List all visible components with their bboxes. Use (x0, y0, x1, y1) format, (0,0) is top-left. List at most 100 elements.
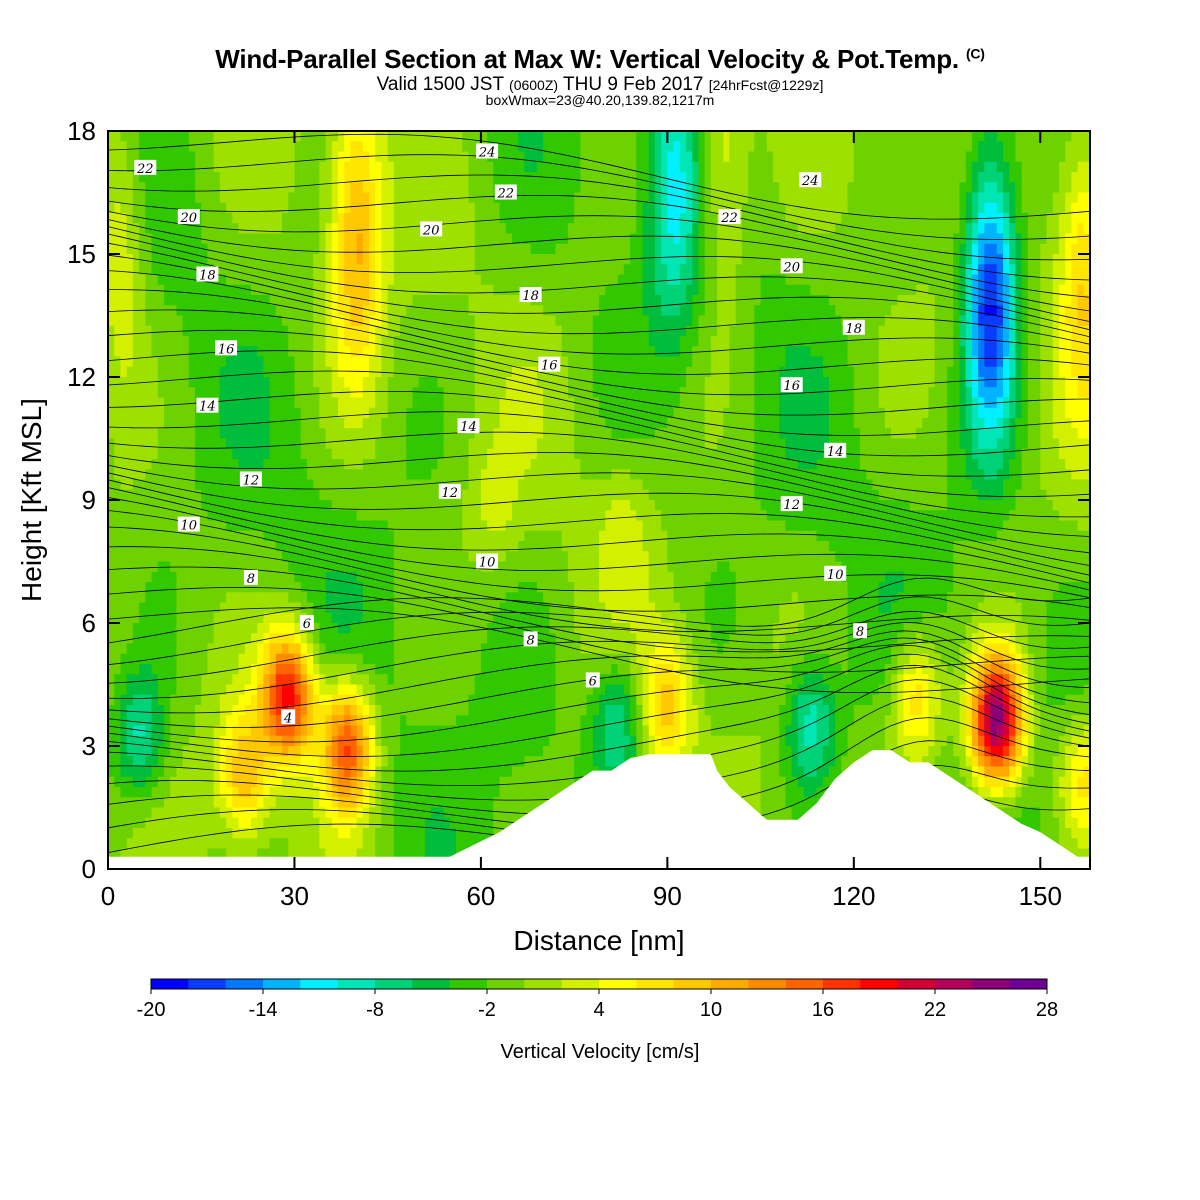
colorbar-swatch (935, 979, 973, 989)
colorbar-swatch (412, 979, 450, 989)
x-axis-label: Distance [nm] (513, 925, 684, 956)
y-tick-label: 3 (82, 731, 96, 761)
contour-label-box (476, 143, 499, 159)
theta-contour (108, 174, 1090, 261)
theta-contour (108, 479, 1090, 576)
contour-label-text: 16 (218, 342, 235, 357)
colorbar-swatch (673, 979, 712, 989)
theta-contour (108, 154, 1090, 240)
contour-label-box (239, 471, 262, 487)
contour-label: 10 (824, 565, 847, 583)
theta-contour (108, 653, 1090, 757)
contour-label: 20 (420, 221, 443, 238)
colorbar-tick-label: 22 (924, 999, 946, 1021)
contour-label-box (585, 672, 600, 688)
contour-label-text: 14 (199, 400, 216, 415)
theta-contour (108, 242, 1090, 338)
theta-contour (108, 350, 1090, 436)
valid-utc: (0600Z) (509, 77, 559, 93)
y-axis: 0 3 6 9 12 15 18 (67, 116, 1090, 884)
colorbar-swatch (561, 979, 600, 989)
contour-label-box (243, 569, 258, 585)
contour-label-text: 8 (526, 633, 534, 648)
contour-label-text: 18 (199, 269, 216, 284)
theta-contour (108, 270, 1090, 355)
contour-label-text: 6 (589, 674, 597, 689)
theta-contour (108, 226, 1090, 322)
contour-label: 14 (824, 442, 847, 460)
theta-contour (108, 644, 1090, 743)
theta-contour (108, 195, 1090, 281)
contour-label-text: 20 (180, 211, 198, 226)
copyright-mark: (C) (965, 45, 985, 62)
colorbar-swatch (487, 979, 525, 989)
y-tick-label: 18 (67, 116, 96, 146)
contour-label-box (780, 377, 803, 393)
contour-label-text: 10 (827, 568, 844, 583)
chart-title: Wind-Parallel Section at Max W: Vertical… (0, 44, 1200, 75)
contour-label-box (196, 266, 219, 282)
theta-contour (108, 487, 1090, 584)
contour-label: 24 (476, 143, 499, 161)
y-tick-label: 12 (67, 362, 96, 392)
theta-contour (108, 464, 1090, 554)
colorbar-swatch (225, 979, 264, 989)
colorbar-swatch (1009, 979, 1048, 989)
contour-label-box (780, 496, 803, 512)
y-tick-label: 0 (82, 854, 96, 884)
vertical-velocity-field (108, 131, 1090, 869)
boxwmax-line: boxWmax=23@40.20,139.82,1217m (485, 92, 715, 108)
colorbar-tick-label: -20 (137, 999, 166, 1021)
colorbar-tick-label: -14 (249, 999, 278, 1021)
contour-label-box (853, 623, 867, 639)
contour-label-box (842, 319, 865, 335)
contour-label-text: 10 (479, 556, 496, 571)
contour-label: 6 (585, 672, 600, 689)
colorbar-swatch (599, 979, 637, 989)
contour-label: 8 (243, 569, 258, 587)
theta-contour (108, 664, 1090, 772)
colorbar-swatch (151, 979, 189, 989)
theta-contour (108, 411, 1090, 498)
x-tick-label: 90 (653, 881, 682, 911)
y-tick-label: 15 (67, 239, 96, 269)
colorbar-tick-label: -8 (366, 999, 384, 1021)
contour-label-text: 20 (422, 223, 440, 238)
contour-label-text: 4 (283, 711, 292, 726)
colorbar-swatch (972, 979, 1010, 989)
theta-contour (108, 610, 1090, 684)
x-tick-label: 30 (280, 881, 309, 911)
contour-label-text: 22 (720, 211, 738, 226)
contour-label-box (718, 209, 741, 225)
contour-label-box (494, 184, 517, 200)
contour-label: 24 (799, 172, 822, 189)
contour-label-box (177, 516, 200, 532)
x-tick-label: 60 (466, 881, 495, 911)
contour-label: 22 (718, 209, 741, 226)
theta-contour (108, 596, 1090, 666)
contour-label-box (177, 209, 200, 225)
contour-label-text: 24 (801, 174, 819, 189)
colorbar-swatch (524, 979, 562, 989)
colorbar-swatch (263, 979, 301, 989)
theta-contour (108, 431, 1090, 518)
contour-label: 20 (780, 258, 803, 275)
theta-contour (108, 510, 1090, 599)
contour-label-box (538, 356, 561, 372)
contour-label: 14 (196, 397, 219, 415)
contour-label-text: 20 (782, 260, 800, 275)
contour-label-text: 18 (846, 322, 863, 337)
theta-contour (108, 497, 1090, 591)
contour-label: 16 (780, 377, 803, 394)
contour-label-box (281, 709, 296, 725)
y-axis-label: Height [Kft MSL] (16, 398, 47, 602)
contour-label-text: 22 (497, 187, 515, 202)
colorbar-swatch (860, 979, 898, 989)
colorbar-swatch (636, 979, 674, 989)
contour-label-box (420, 221, 443, 237)
contour-label: 20 (177, 209, 200, 226)
contour-labels: 22 20 18 16 14 12 10 8 6 4 24 22 20 18 16 14 12 10 8 6 24 22 2… (134, 143, 867, 726)
contour-label: 12 (780, 496, 803, 513)
valid-prefix: Valid 1500 JST (376, 74, 504, 95)
contour-label-text: 12 (442, 486, 459, 501)
